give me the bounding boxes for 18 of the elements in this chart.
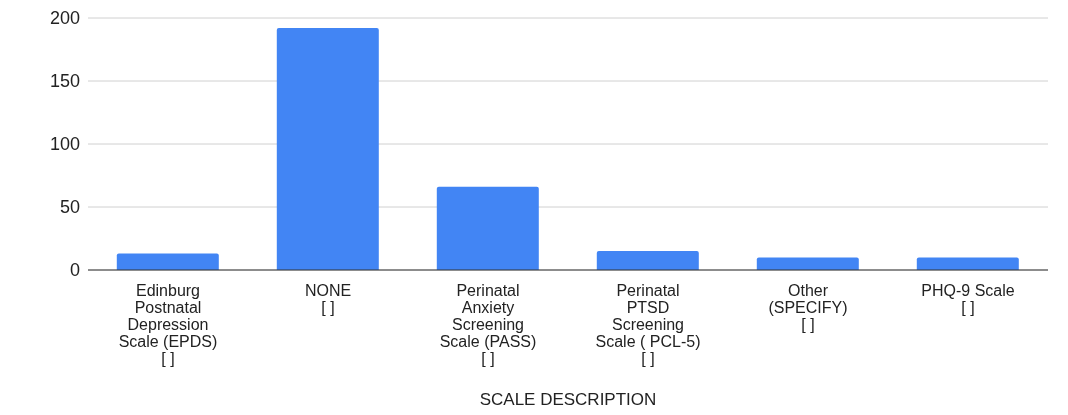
y-tick-label: 200 xyxy=(49,8,80,29)
bar xyxy=(436,186,539,270)
x-tick-label: PHQ-9 Scale [ ] xyxy=(921,282,1015,316)
bar xyxy=(276,28,379,270)
bar xyxy=(756,257,859,270)
x-tick-label: Perinatal Anxiety Screening Scale (PASS) [ ] xyxy=(439,282,537,367)
y-tick-label: 50 xyxy=(59,197,80,218)
x-tick-label: Other (SPECIFY) [ ] xyxy=(768,282,848,333)
bar xyxy=(596,251,699,270)
x-tick-label: Perinatal PTSD Screening Scale ( PCL-5) [ ] xyxy=(595,282,701,367)
y-tick-label: 0 xyxy=(69,260,80,281)
y-tick-label: 150 xyxy=(49,71,80,92)
x-axis-title: SCALE DESCRIPTION xyxy=(479,390,657,409)
y-tick-label: 100 xyxy=(49,134,80,155)
bar xyxy=(116,253,219,270)
bar xyxy=(916,257,1019,270)
x-tick-label: Edinburg Postnatal Depression Scale (EPDS) [ ] xyxy=(118,282,218,367)
x-tick-label: NONE [ ] xyxy=(304,282,352,316)
